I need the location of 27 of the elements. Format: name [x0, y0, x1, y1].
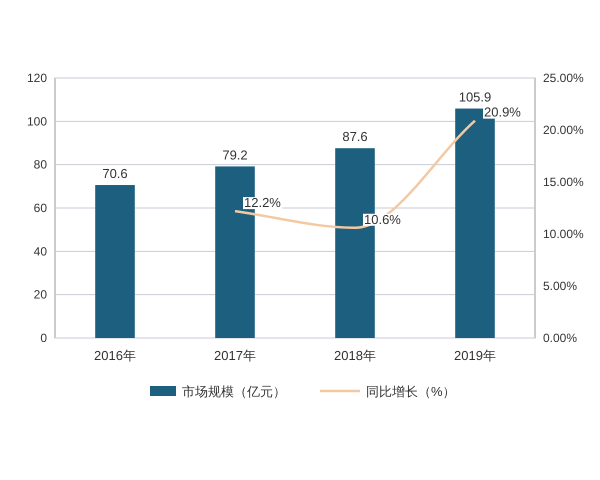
x-tick-label: 2017年: [214, 348, 256, 363]
y-tick-label: 20: [34, 288, 48, 302]
data-label: 10.6%: [364, 212, 402, 227]
y-tick-label: 100: [26, 114, 48, 128]
y-tick-label: 120: [26, 71, 48, 85]
y-tick-label: 40: [34, 244, 48, 258]
data-label: 87.6: [342, 129, 368, 144]
data-label: 70.6: [102, 166, 128, 182]
y2-tick-label: 20.00%: [543, 123, 584, 137]
y2-tick-label: 0.00%: [543, 331, 578, 345]
bar: [95, 185, 135, 338]
y-tick-label: 60: [34, 201, 48, 215]
x-tick-label: 2018年: [334, 348, 376, 363]
data-label: 79.2: [222, 147, 248, 162]
x-tick-label: 2016年: [94, 348, 136, 363]
data-label: 12.2%: [244, 195, 282, 210]
y2-tick-label: 15.00%: [543, 175, 584, 189]
legend-label: 同比增长（%）: [366, 384, 456, 399]
data-label: 20.9%: [484, 104, 522, 120]
y-tick-label: 80: [34, 158, 48, 172]
y-tick-label: 0: [40, 331, 48, 345]
y2-tick-label: 10.00%: [543, 227, 584, 241]
legend-label: 市场规模（亿元）: [182, 384, 286, 399]
data-label: 105.9: [458, 90, 492, 105]
y2-tick-label: 25.00%: [543, 71, 584, 85]
x-tick-label: 2019年: [454, 348, 496, 363]
y2-tick-label: 5.00%: [543, 279, 578, 293]
